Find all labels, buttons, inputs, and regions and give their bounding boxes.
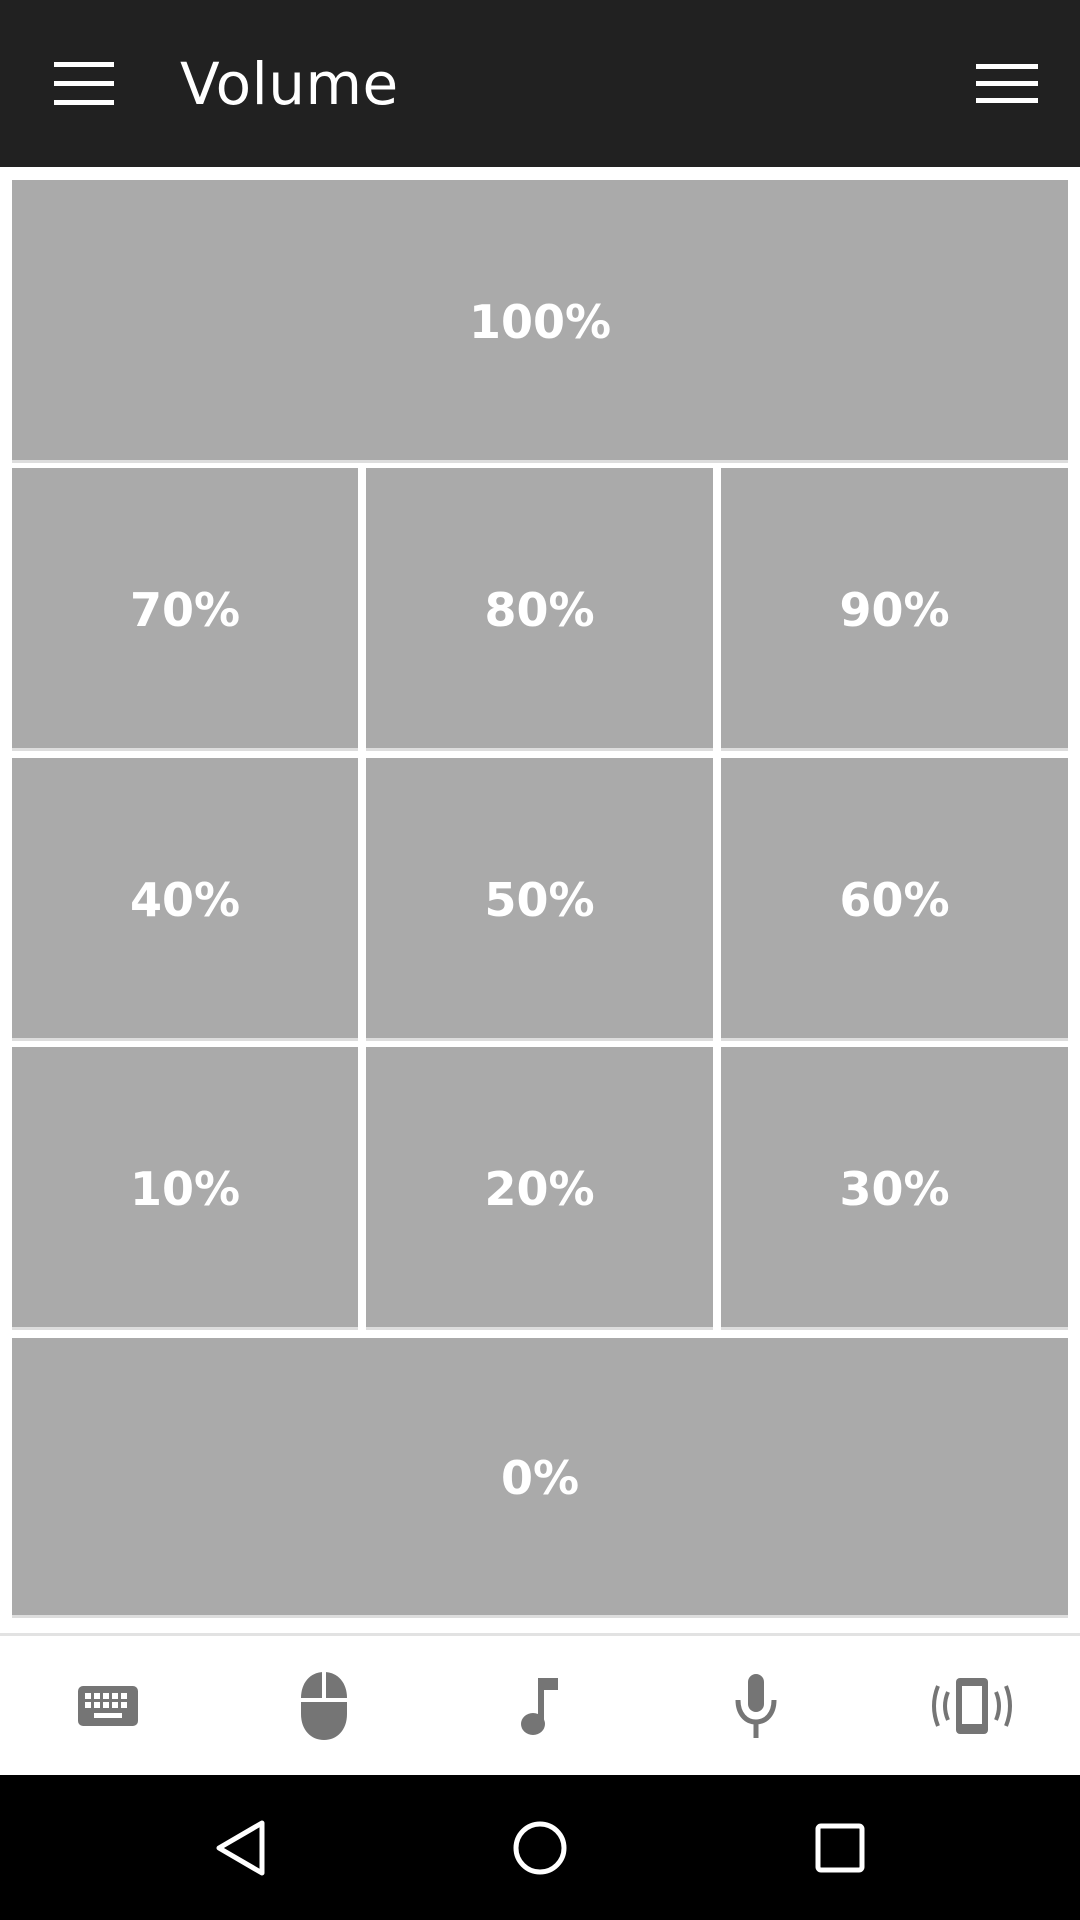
volume-grid: 100% 70% 80% 90% 40% 50% 60% 10% 20% 30%… [0,167,1080,1633]
volume-10-button[interactable]: 10% [12,1047,358,1330]
keyboard-icon [78,1685,138,1726]
system-nav-bar [0,1775,1080,1920]
keyboard-button[interactable] [0,1636,216,1775]
music-button[interactable] [432,1636,648,1775]
volume-100-button[interactable]: 100% [12,180,1068,463]
volume-80-button[interactable]: 80% [366,468,713,751]
app-bar: Volume [0,0,1080,167]
microphone-button[interactable] [648,1636,864,1775]
phone-vibrate-icon [932,1677,1012,1734]
vibrate-button[interactable] [864,1636,1080,1775]
volume-20-button[interactable]: 20% [366,1047,713,1330]
home-icon [513,1821,567,1874]
hamburger-menu-icon[interactable] [54,62,114,106]
volume-70-button[interactable]: 70% [12,468,358,751]
mouse-icon [300,1671,348,1740]
recents-icon [815,1823,865,1872]
mouse-button[interactable] [216,1636,432,1775]
volume-60-button[interactable]: 60% [721,758,1068,1041]
volume-30-button[interactable]: 30% [721,1047,1068,1330]
page-title: Volume [180,50,399,118]
music-note-icon [521,1677,558,1735]
volume-40-button[interactable]: 40% [12,758,358,1041]
microphone-icon [735,1673,777,1738]
back-button[interactable] [150,1775,330,1920]
back-icon [216,1820,265,1875]
volume-50-button[interactable]: 50% [366,758,713,1041]
recents-button[interactable] [750,1775,930,1920]
home-button[interactable] [450,1775,630,1920]
volume-0-button[interactable]: 0% [12,1338,1068,1618]
volume-90-button[interactable]: 90% [721,468,1068,751]
overflow-menu-icon[interactable] [976,64,1038,104]
bottom-nav [0,1633,1080,1775]
